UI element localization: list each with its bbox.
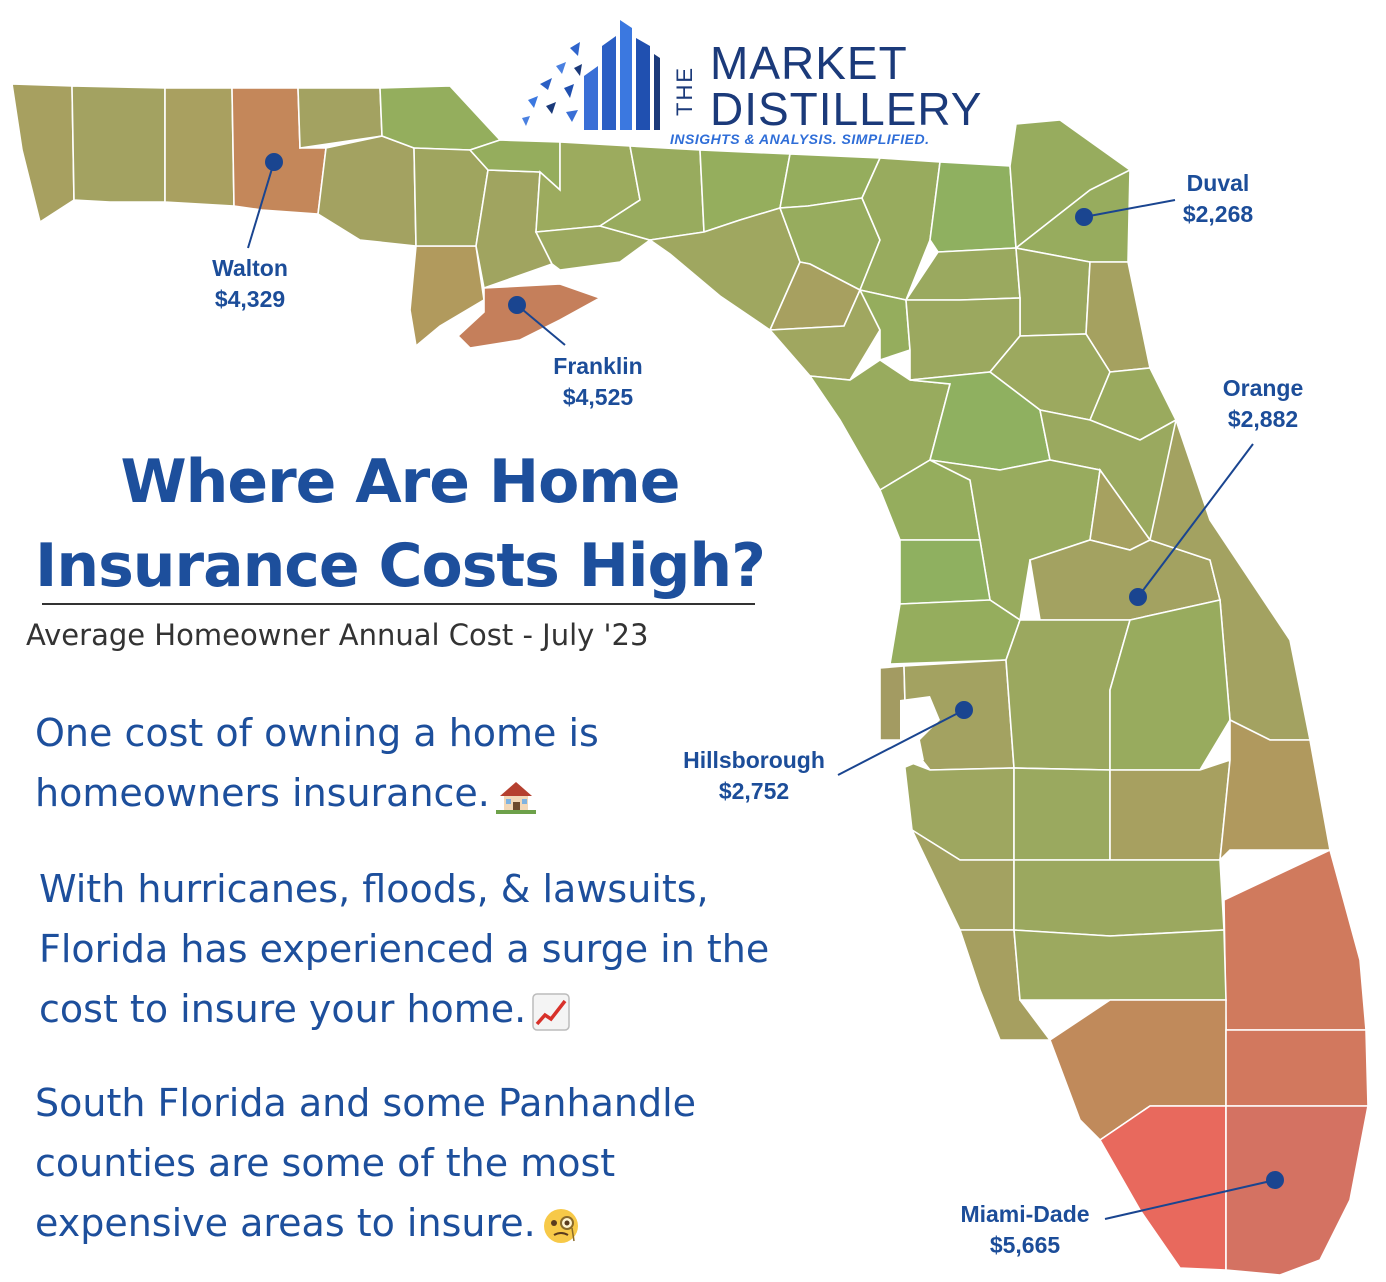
market-distillery-logo: THE MARKET DISTILLERY INSIGHTS & ANALYSI…: [520, 18, 990, 158]
miami-dade-marker: [1266, 1171, 1284, 1189]
callout-leaders: [247, 153, 1284, 1220]
county-name: Hillsborough: [683, 747, 825, 773]
logo-distillery: DISTILLERY: [710, 83, 983, 135]
county-name: Franklin: [553, 353, 643, 379]
county-collier-north: [1013, 929, 1227, 1001]
county-gilchrist: [858, 288, 911, 362]
county-jackson: [379, 85, 502, 151]
county-pasco: [889, 599, 1021, 665]
county-miami-dade: [1225, 1105, 1369, 1276]
county-cost: $2,752: [718, 778, 790, 804]
orange-leader-line: [1137, 443, 1254, 598]
title-line-2: Insurance Costs High?: [35, 531, 766, 601]
county-clay: [1015, 247, 1091, 337]
county-cost: $4,329: [214, 286, 286, 312]
county-name: Walton: [212, 255, 288, 281]
paragraph-2-line-1: With hurricanes, floods, & lawsuits,: [39, 867, 709, 911]
county-baker: [929, 161, 1017, 253]
paragraph-3-line-1: South Florida and some Panhandle: [35, 1081, 697, 1125]
county-cost: $2,268: [1182, 201, 1254, 227]
franklin-marker: [508, 296, 526, 314]
county-okaloosa: [164, 87, 235, 207]
north-counties: [468, 119, 1178, 441]
callout-duval: Duval $2,268: [1158, 168, 1278, 230]
county-hardee-desoto: [1013, 767, 1111, 861]
paragraph-1-line-2: homeowners insurance.: [35, 771, 490, 815]
callout-franklin: Franklin $4,525: [538, 351, 658, 413]
county-glades-hendry: [1013, 859, 1225, 937]
paragraph-2-line-2: Florida has experienced a surge in the: [39, 927, 770, 971]
duval-marker: [1075, 208, 1093, 226]
callout-miami-dade: Miami-Dade $5,665: [940, 1199, 1110, 1261]
callout-walton: Walton $4,329: [190, 253, 310, 315]
county-name: Miami-Dade: [960, 1201, 1090, 1227]
miami-dade-leader-line: [1104, 1179, 1276, 1220]
county-bay: [317, 135, 417, 247]
orange-marker: [1129, 588, 1147, 606]
callout-orange: Orange $2,882: [1203, 373, 1323, 435]
county-highlands: [1109, 758, 1231, 861]
chart-increasing-icon: [532, 992, 570, 1031]
paragraph-1-line-1: One cost of owning a home is: [35, 711, 599, 755]
county-hernando: [899, 539, 991, 605]
paragraph-3-line-2: counties are some of the most: [35, 1141, 616, 1185]
paragraph-1: One cost of owning a home is homeowners …: [35, 703, 599, 823]
hillsborough-leader-line: [837, 709, 965, 776]
south-counties: [910, 827, 1369, 1276]
subtitle: Average Homeowner Annual Cost - July '23: [26, 618, 649, 652]
paragraph-2-line-3: cost to insure your home.: [39, 987, 527, 1031]
county-indian-river: [1218, 718, 1331, 863]
walton-marker: [265, 153, 283, 171]
county-name: Duval: [1186, 170, 1250, 196]
paragraph-3-line-3: expensive areas to insure.: [35, 1201, 536, 1245]
county-osceola: [1109, 599, 1231, 771]
county-cost: $2,882: [1227, 406, 1299, 432]
central-counties: [808, 359, 1331, 863]
monocle-face-icon: [543, 1208, 578, 1243]
county-broward: [1225, 1029, 1369, 1107]
logo-tagline: INSIGHTS & ANALYSIS. SIMPLIFIED.: [670, 131, 930, 147]
paragraph-3: South Florida and some Panhandle countie…: [35, 1073, 696, 1253]
franklin-leader-line: [516, 304, 566, 346]
county-santa-rosa: [71, 85, 166, 203]
duval-leader-line: [1083, 199, 1176, 218]
county-calhoun: [413, 147, 489, 247]
title-line-1: Where Are Home: [120, 447, 680, 517]
page-title: Where Are Home Insurance Costs High?: [20, 440, 780, 608]
paragraph-2-line-3-row: cost to insure your home.: [39, 979, 769, 1039]
hillsborough-marker: [955, 701, 973, 719]
logo-the: THE: [672, 66, 697, 116]
county-name: Orange: [1222, 375, 1304, 401]
county-cost: $4,525: [562, 384, 634, 410]
walton-leader-line: [247, 161, 275, 249]
county-cost: $5,665: [989, 1232, 1061, 1258]
house-icon: [495, 781, 536, 814]
callout-hillsborough: Hillsborough $2,752: [664, 745, 844, 807]
county-escambia: [11, 83, 75, 224]
paragraph-3-line-3-row: expensive areas to insure.: [35, 1193, 696, 1253]
paragraph-2: With hurricanes, floods, & lawsuits, Flo…: [39, 859, 769, 1039]
title-divider: [42, 603, 755, 605]
logo-mark-icon: [522, 20, 660, 130]
logo-market: MARKET: [710, 37, 908, 89]
paragraph-1-line-2-row: homeowners insurance.: [35, 763, 599, 823]
county-monroe: [1098, 1105, 1227, 1271]
county-palm-beach: [1223, 848, 1367, 1031]
